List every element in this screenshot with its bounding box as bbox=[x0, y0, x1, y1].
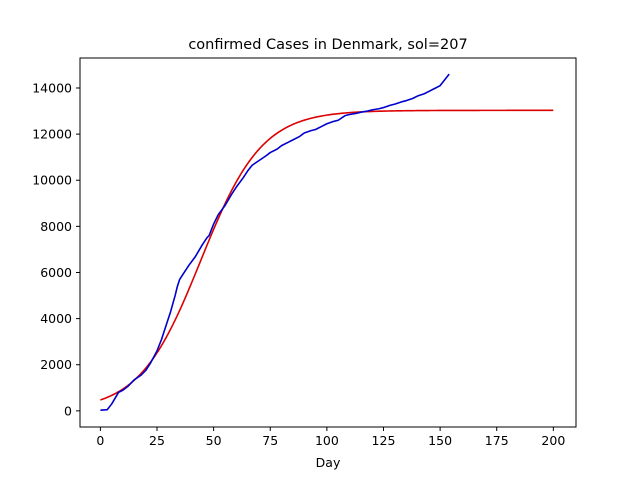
series-line-observed bbox=[100, 73, 450, 411]
x-tick-label: 0 bbox=[96, 433, 104, 448]
y-tick-label: 12000 bbox=[32, 127, 72, 142]
x-tick-label: 200 bbox=[541, 433, 565, 448]
x-tick-label: 50 bbox=[206, 433, 222, 448]
x-axis: 0 25 50 75 100 125 150 175 200 bbox=[96, 427, 565, 448]
plot-area bbox=[100, 73, 554, 411]
y-tick-label: 10000 bbox=[32, 173, 72, 188]
plot-frame bbox=[79, 57, 577, 428]
x-tick-label: 25 bbox=[149, 433, 165, 448]
x-tick-label: 75 bbox=[262, 433, 278, 448]
x-tick-label: 100 bbox=[315, 433, 339, 448]
y-tick-label: 4000 bbox=[40, 311, 72, 326]
series-line-fitted bbox=[100, 109, 554, 401]
x-axis-label: Day bbox=[316, 455, 341, 470]
y-tick-label: 14000 bbox=[32, 80, 72, 95]
y-tick-label: 0 bbox=[64, 403, 72, 418]
y-axis: 0 2000 4000 6000 8000 10000 12000 14000 bbox=[32, 80, 80, 418]
y-tick-label: 2000 bbox=[40, 357, 72, 372]
x-tick-label: 125 bbox=[372, 433, 396, 448]
chart-title: confirmed Cases in Denmark, sol=207 bbox=[188, 37, 467, 53]
x-tick-label: 150 bbox=[428, 433, 452, 448]
y-tick-label: 6000 bbox=[40, 265, 72, 280]
y-tick-label: 8000 bbox=[40, 219, 72, 234]
x-tick-label: 175 bbox=[485, 433, 509, 448]
